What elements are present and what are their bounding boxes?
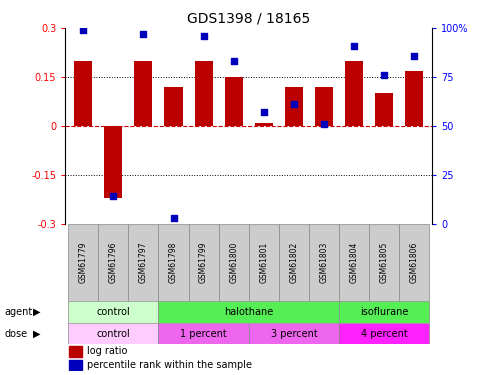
Text: GSM61796: GSM61796 bbox=[109, 242, 118, 283]
Bar bbox=[375, 93, 393, 126]
Bar bbox=[128, 224, 158, 301]
Bar bbox=[369, 224, 399, 301]
Text: GSM61797: GSM61797 bbox=[139, 242, 148, 283]
Bar bbox=[315, 87, 333, 126]
Text: log ratio: log ratio bbox=[87, 346, 128, 356]
Bar bbox=[134, 61, 153, 126]
Point bbox=[260, 109, 268, 115]
Bar bbox=[399, 224, 429, 301]
Point bbox=[200, 33, 208, 39]
Bar bbox=[345, 61, 363, 126]
Bar bbox=[188, 224, 219, 301]
Point bbox=[230, 58, 238, 64]
Bar bbox=[104, 126, 122, 198]
Bar bbox=[158, 224, 188, 301]
Bar bbox=[69, 346, 82, 357]
Text: dose: dose bbox=[5, 328, 28, 339]
Bar bbox=[68, 323, 158, 345]
Bar bbox=[68, 301, 158, 323]
Bar bbox=[165, 87, 183, 126]
Text: agent: agent bbox=[5, 307, 33, 317]
Text: 3 percent: 3 percent bbox=[270, 328, 317, 339]
Point bbox=[350, 43, 358, 49]
Text: GSM61806: GSM61806 bbox=[410, 242, 419, 283]
Point bbox=[411, 53, 418, 58]
Text: 4 percent: 4 percent bbox=[361, 328, 408, 339]
Bar bbox=[285, 87, 303, 126]
Bar bbox=[74, 61, 92, 126]
Bar bbox=[249, 224, 279, 301]
Text: ▶: ▶ bbox=[32, 307, 40, 317]
Text: GSM61805: GSM61805 bbox=[380, 242, 389, 283]
Text: GSM61804: GSM61804 bbox=[350, 242, 358, 283]
Text: GSM61803: GSM61803 bbox=[319, 242, 328, 283]
Bar bbox=[68, 224, 99, 301]
Point bbox=[380, 72, 388, 78]
Bar bbox=[339, 323, 429, 345]
Text: halothane: halothane bbox=[224, 307, 273, 317]
Bar bbox=[249, 323, 339, 345]
Text: 1 percent: 1 percent bbox=[180, 328, 227, 339]
Title: GDS1398 / 18165: GDS1398 / 18165 bbox=[187, 12, 311, 26]
Bar bbox=[195, 61, 213, 126]
Point bbox=[290, 102, 298, 108]
Bar bbox=[279, 224, 309, 301]
Point bbox=[320, 121, 328, 127]
Bar bbox=[225, 77, 243, 126]
Text: GSM61799: GSM61799 bbox=[199, 242, 208, 283]
Bar bbox=[99, 224, 128, 301]
Point bbox=[170, 215, 177, 221]
Text: isoflurane: isoflurane bbox=[360, 307, 408, 317]
Text: GSM61798: GSM61798 bbox=[169, 242, 178, 283]
Text: GSM61779: GSM61779 bbox=[79, 242, 88, 283]
Text: control: control bbox=[97, 328, 130, 339]
Text: GSM61802: GSM61802 bbox=[289, 242, 298, 283]
Bar bbox=[69, 360, 82, 370]
Text: control: control bbox=[97, 307, 130, 317]
Text: ▶: ▶ bbox=[32, 328, 40, 339]
Bar bbox=[219, 224, 249, 301]
Text: GSM61800: GSM61800 bbox=[229, 242, 238, 283]
Bar bbox=[158, 301, 339, 323]
Bar bbox=[309, 224, 339, 301]
Bar bbox=[255, 123, 273, 126]
Bar bbox=[339, 224, 369, 301]
Point bbox=[79, 27, 87, 33]
Text: percentile rank within the sample: percentile rank within the sample bbox=[87, 360, 252, 370]
Point bbox=[110, 194, 117, 200]
Bar bbox=[405, 70, 423, 126]
Bar bbox=[158, 323, 249, 345]
Point bbox=[140, 31, 147, 37]
Text: GSM61801: GSM61801 bbox=[259, 242, 268, 283]
Bar bbox=[339, 301, 429, 323]
